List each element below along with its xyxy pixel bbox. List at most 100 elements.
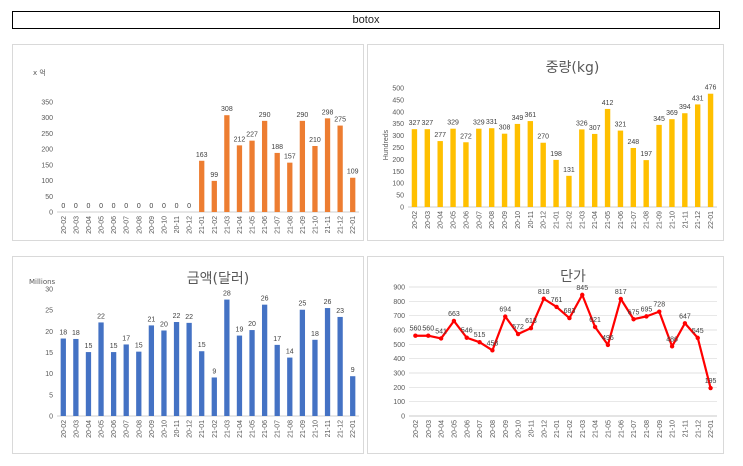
bar — [287, 357, 293, 416]
data-label: 349 — [512, 115, 524, 122]
x-tick-label: 20-12 — [541, 211, 548, 229]
x-tick-label: 20-09 — [149, 420, 156, 438]
data-label: 818 — [538, 289, 550, 296]
bar — [299, 309, 306, 416]
y-tick-label: 5 — [49, 392, 53, 399]
data-label: 476 — [705, 85, 717, 92]
x-tick-label: 20-07 — [124, 216, 131, 234]
data-label: 845 — [576, 285, 588, 292]
data-label: 270 — [537, 134, 549, 141]
x-tick-label: 21-05 — [250, 420, 257, 438]
x-tick-label: 20-02 — [412, 211, 419, 229]
bar — [669, 119, 675, 207]
y-tick-label: 300 — [392, 133, 404, 140]
x-tick-label: 21-06 — [618, 211, 625, 229]
x-tick-label: 21-11 — [682, 420, 689, 437]
bar — [211, 180, 217, 212]
x-tick-label: 21-03 — [224, 420, 231, 438]
bar — [224, 299, 230, 416]
x-tick-label: 21-03 — [224, 216, 231, 234]
x-tick-label: 20-07 — [476, 211, 483, 229]
data-point — [592, 324, 598, 330]
data-label: 458 — [487, 340, 499, 347]
x-tick-label: 21-05 — [605, 211, 612, 229]
bar — [236, 145, 243, 212]
data-label: 290 — [297, 112, 309, 119]
bar — [337, 316, 343, 416]
data-label: 21 — [147, 316, 155, 323]
bar — [682, 113, 688, 207]
x-tick-label: 21-02 — [212, 216, 219, 234]
data-label: 329 — [447, 120, 459, 127]
x-tick-label: 21-02 — [212, 420, 219, 438]
data-label: 248 — [627, 139, 639, 146]
x-tick-label: 20-07 — [477, 420, 484, 438]
x-tick-label: 21-12 — [695, 420, 702, 438]
bar — [261, 120, 268, 212]
bar — [630, 147, 637, 207]
data-label: 560 — [410, 326, 422, 333]
x-tick-label: 21-01 — [199, 216, 206, 234]
x-tick-label: 21-08 — [644, 211, 651, 229]
bar — [274, 152, 280, 212]
data-point — [451, 318, 457, 324]
y-tick-label: 15 — [45, 350, 53, 357]
x-tick-label: 20-08 — [136, 420, 143, 438]
x-tick-label: 21-06 — [262, 216, 269, 234]
y-tick-label: 100 — [41, 178, 53, 185]
data-label: 23 — [336, 308, 344, 315]
data-point — [708, 385, 713, 391]
data-label: 22 — [185, 314, 193, 321]
bar — [312, 146, 318, 212]
data-point — [541, 296, 546, 301]
data-label: 361 — [524, 112, 536, 119]
x-tick-label: 20-11 — [174, 216, 181, 233]
y-tick-label: 400 — [393, 356, 405, 363]
x-tick-label: 20-05 — [451, 420, 458, 438]
bar — [173, 322, 180, 416]
x-tick-label: 20-12 — [187, 216, 194, 234]
x-tick-label: 21-09 — [300, 216, 307, 234]
x-tick-label: 20-10 — [516, 420, 523, 438]
x-tick-label: 20-10 — [161, 216, 168, 234]
y-tick-label: 250 — [392, 145, 404, 152]
x-tick-label: 20-05 — [451, 211, 458, 229]
data-label: 0 — [99, 203, 103, 210]
data-label: 560 — [422, 326, 434, 333]
data-point — [515, 331, 521, 337]
bar — [261, 304, 268, 416]
x-tick-label: 21-07 — [631, 420, 638, 438]
bar — [199, 351, 205, 416]
data-label: 695 — [641, 306, 653, 313]
data-label: 817 — [615, 289, 627, 296]
data-label: 272 — [460, 133, 472, 140]
bar — [199, 160, 205, 212]
data-label: 663 — [448, 311, 460, 318]
data-label: 308 — [221, 106, 233, 113]
x-tick-label: 21-11 — [682, 211, 689, 228]
bar — [211, 377, 217, 416]
y-tick-label: 400 — [392, 109, 404, 116]
bar — [591, 133, 598, 207]
data-label: 20 — [160, 321, 168, 328]
x-tick-label: 20-08 — [490, 420, 497, 438]
bar — [350, 177, 356, 212]
data-point — [644, 314, 649, 319]
chart-panel-weight: 중량(kg) Hundreds 0 50 100 150 200 250 300 350 400 45… — [367, 44, 724, 241]
data-label: 277 — [434, 132, 446, 139]
x-tick-label: 20-10 — [515, 211, 522, 229]
bar — [501, 133, 508, 207]
y-tick-label: 300 — [393, 371, 405, 378]
data-label: 28 — [223, 291, 231, 298]
x-tick-label: 20-11 — [528, 420, 535, 437]
chart-title: 중량(kg) — [546, 60, 600, 76]
data-point — [695, 335, 700, 341]
bar — [553, 159, 559, 207]
bar — [707, 93, 714, 207]
x-tick-label: 20-04 — [438, 211, 445, 229]
x-tick-label: 21-01 — [554, 420, 561, 438]
x-tick-label: 21-12 — [338, 216, 345, 234]
x-tick-label: 21-06 — [262, 420, 269, 438]
data-point — [438, 336, 444, 341]
x-tick-label: 21-06 — [618, 420, 625, 438]
